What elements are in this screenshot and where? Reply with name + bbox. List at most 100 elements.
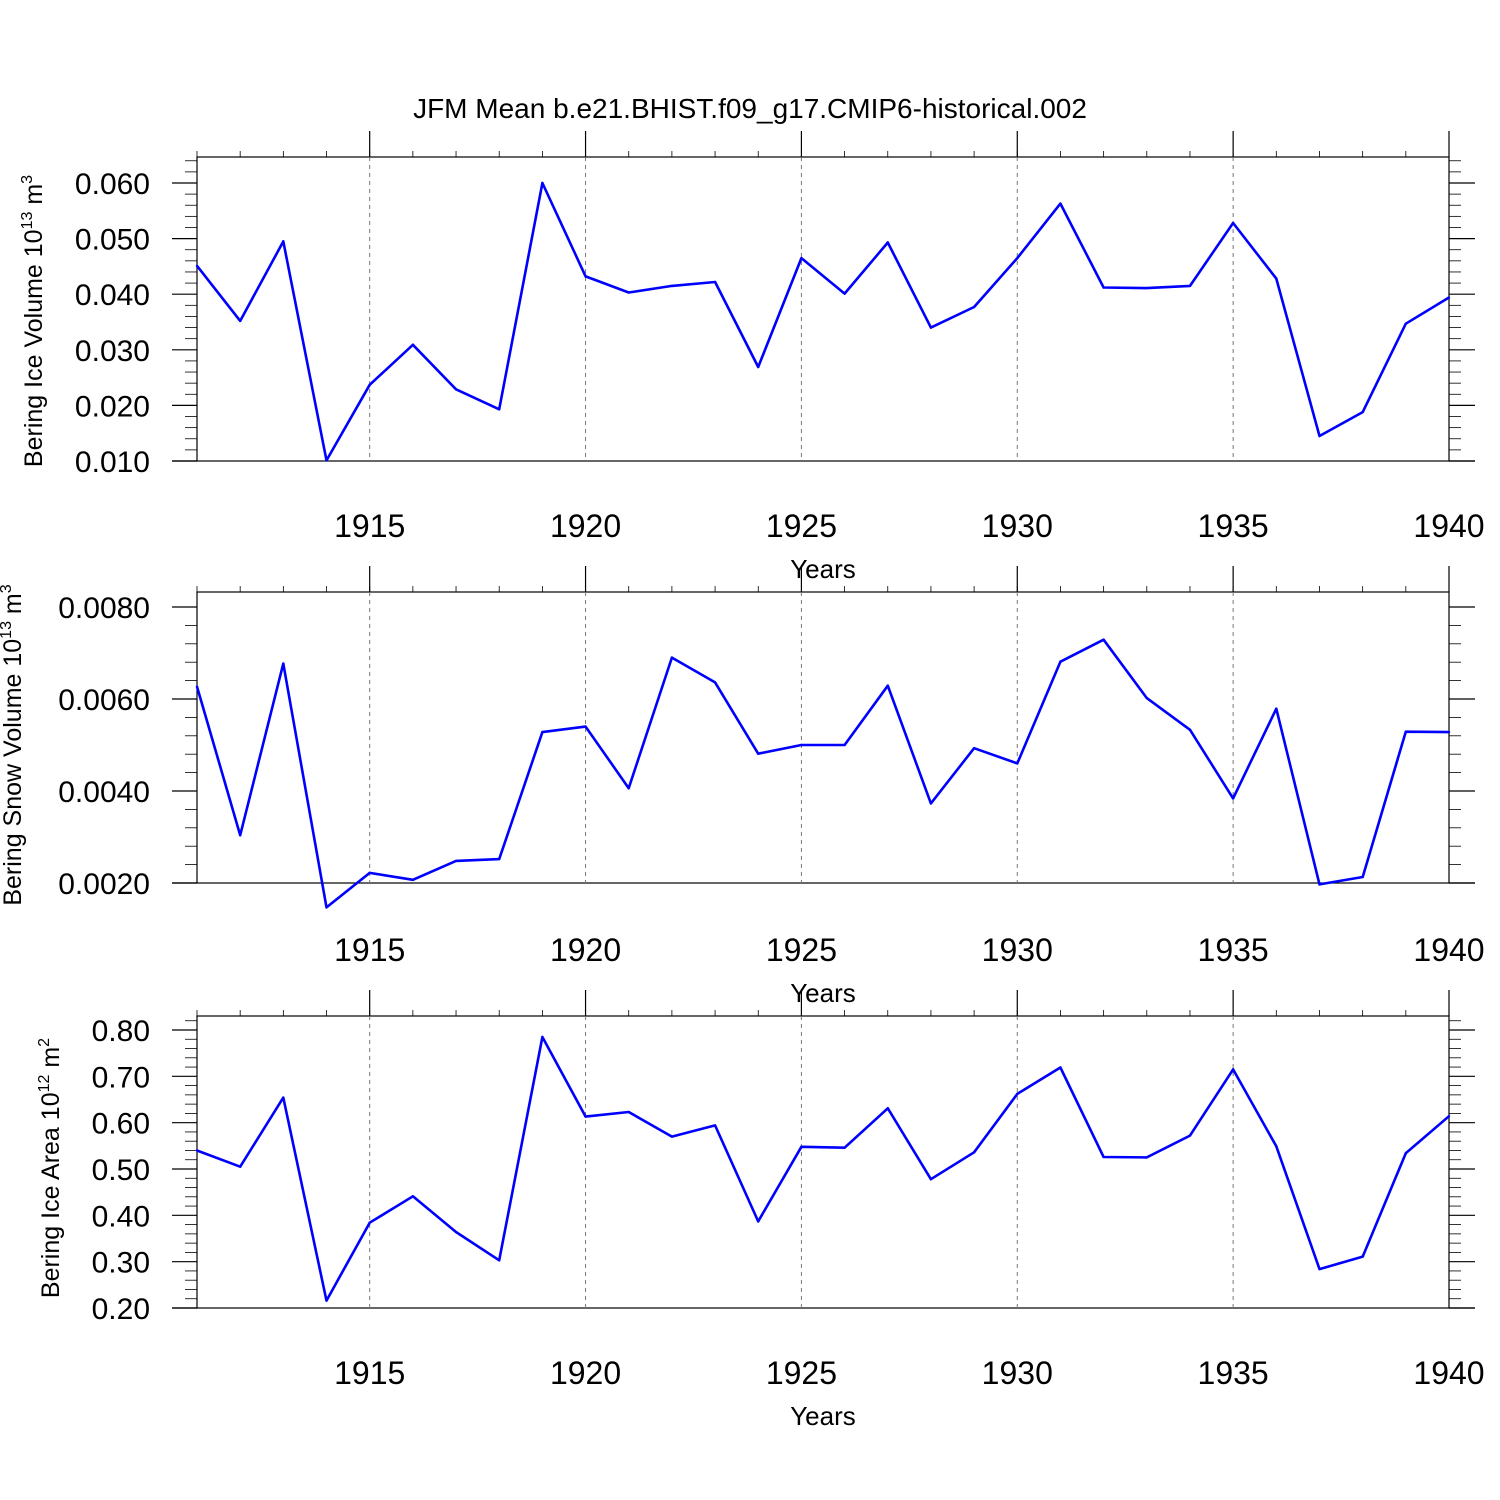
x-tick-label: 1930 (982, 1355, 1053, 1391)
panel-snow-volume: Bering Snow Volume 1013 m3 Years (0, 584, 856, 1008)
data-point (1318, 434, 1321, 438)
ylabel-snow-volume: Bering Snow Volume 1013 m3 (0, 584, 27, 905)
plot-frame (196, 1015, 1450, 1309)
data-point (368, 383, 371, 387)
data-point (454, 1230, 458, 1234)
x-tick-label: 1940 (1413, 932, 1484, 968)
data-point (411, 1195, 415, 1198)
data-point (1231, 797, 1235, 800)
data-point (886, 684, 889, 687)
data-point (195, 685, 199, 688)
y-tick-label: 0.80 (92, 1015, 150, 1048)
y-tick-label: 0.30 (92, 1247, 150, 1280)
data-point (498, 408, 501, 411)
plot-frame (196, 156, 1450, 462)
ylabel-ice-area: Bering Ice Area 1012 m2 (36, 1038, 65, 1298)
series-line (195, 638, 1450, 909)
data-point (1275, 1145, 1278, 1148)
y-tick-label: 0.020 (75, 390, 150, 423)
data-point (1188, 728, 1192, 732)
data-point (843, 292, 846, 295)
data-point (411, 343, 415, 346)
data-point (584, 275, 587, 278)
x-tick-label: 1920 (550, 932, 621, 968)
y-tick-label: 0.010 (75, 446, 150, 479)
y-tick-label: 0.60 (92, 1108, 150, 1141)
data-point (886, 1107, 889, 1110)
series-line (195, 181, 1450, 462)
x-tick-label: 1935 (1198, 1355, 1269, 1391)
plot-ice-area: 1915 1920 1925 1930 1935 1940 0.20 0.30 0.40 0.50… (92, 990, 1485, 1391)
y-tick-label: 0.050 (75, 224, 150, 257)
data-point (1102, 286, 1105, 289)
data-point (843, 1146, 846, 1149)
data-point (238, 833, 242, 837)
y-tick-label: 0.030 (75, 335, 150, 368)
data-point (713, 280, 717, 284)
data-point (800, 256, 803, 260)
data-point (1275, 277, 1278, 280)
data-point (1231, 221, 1235, 225)
data-point (1447, 1114, 1451, 1118)
data-point (325, 459, 328, 462)
x-tick-label: 1915 (334, 932, 405, 968)
data-point (627, 787, 630, 790)
data-point (757, 752, 760, 755)
data-point (843, 743, 846, 747)
data-point (670, 656, 674, 659)
x-tick-label: 1920 (550, 508, 621, 544)
data-point (1318, 1267, 1321, 1271)
y-tick-label: 0.50 (92, 1154, 150, 1187)
data-point (1318, 883, 1321, 886)
data-point (929, 1177, 933, 1181)
data-point (713, 1124, 717, 1127)
data-point (670, 284, 674, 288)
data-point (325, 906, 328, 909)
y-tick-label: 0.20 (92, 1293, 150, 1326)
data-point (454, 859, 458, 863)
data-point (757, 1220, 760, 1223)
xlabel-ice-volume: Years (790, 554, 856, 584)
data-point (713, 681, 717, 684)
data-point (972, 305, 976, 309)
plot-snow-volume: 1915 1920 1925 1930 1935 1940 0.0020 0.0040 0.00… (58, 566, 1485, 968)
data-point (1447, 296, 1451, 299)
data-point (282, 662, 285, 665)
y-tick-label: 0.0020 (58, 868, 150, 901)
x-tick-label: 1915 (334, 508, 405, 544)
data-point (670, 1135, 674, 1138)
data-point (282, 240, 285, 243)
y-tick-label: 0.060 (75, 168, 150, 201)
data-point (541, 730, 544, 734)
chart-title: JFM Mean b.e21.BHIST.f09_g17.CMIP6-histo… (413, 93, 1087, 124)
x-tick-label: 1925 (766, 1355, 837, 1391)
data-point (1059, 202, 1062, 205)
y-tick-label: 0.70 (92, 1061, 150, 1094)
data-point (972, 747, 976, 750)
data-point (800, 1145, 803, 1148)
data-point (368, 871, 371, 875)
panel-ice-volume: Bering Ice Volume 1013 m3 Years (19, 175, 856, 584)
data-point (757, 365, 760, 369)
data-point (1361, 875, 1364, 879)
x-tick-label: 1930 (982, 508, 1053, 544)
data-point (1361, 410, 1364, 414)
panel-ice-area: Bering Ice Area 1012 m2 Years (36, 1038, 856, 1431)
data-point (800, 743, 803, 747)
data-point (1145, 696, 1148, 700)
xlabel-ice-area: Years (790, 1401, 856, 1431)
data-point (325, 1299, 328, 1302)
data-point (584, 725, 587, 728)
data-point (1102, 1155, 1105, 1159)
data-point (929, 802, 933, 805)
x-tick-label: 1925 (766, 508, 837, 544)
x-tick-label: 1925 (766, 932, 837, 968)
data-point (584, 1115, 587, 1118)
data-point (627, 1110, 630, 1114)
x-tick-label: 1930 (982, 932, 1053, 968)
data-point (1059, 1066, 1062, 1069)
y-tick-label: 0.0040 (58, 776, 150, 809)
data-point (1275, 707, 1278, 710)
data-point (929, 326, 933, 329)
